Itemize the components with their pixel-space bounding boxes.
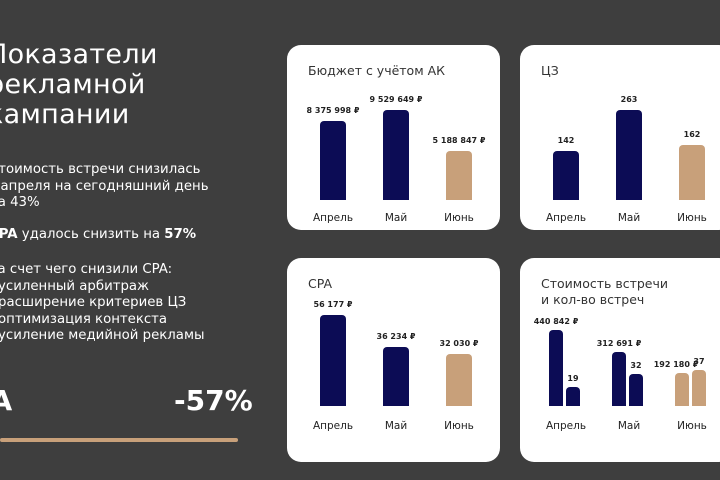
bar-Май (383, 347, 409, 406)
bar-Апрель (320, 120, 346, 200)
bar-Июнь (675, 372, 689, 406)
cpa-text: CPA удалось снизить на 57% (0, 227, 196, 244)
bar-Май (383, 110, 409, 200)
target-audience-card: ЦЗ 142 Апрель 263 Май 162 Июнь (520, 45, 720, 230)
month-label: Апрель (312, 212, 354, 224)
value-label: 192 180 ₽ (653, 359, 699, 369)
value-label: 56 177 ₽ (313, 300, 353, 309)
bar-Май (612, 352, 626, 406)
value-label: 440 842 ₽ (533, 317, 579, 326)
value-label: 5 188 847 ₽ (432, 135, 486, 145)
value-label: 8 375 998 ₽ (306, 105, 360, 115)
month-label: Июнь (444, 420, 474, 432)
meeting-cost-card: Стоимость встречи и кол-во встреч 440 842… (520, 258, 720, 462)
bar-Июнь (679, 144, 705, 200)
value-label: 9 529 649 ₽ (369, 95, 423, 104)
value-label: 32 (630, 361, 642, 371)
value-label: 37 (693, 356, 705, 366)
value-label: 263 (620, 95, 638, 104)
value-label: 36 234 ₽ (376, 332, 416, 342)
month-label: Июнь (677, 212, 707, 224)
month-label: Апрель (545, 420, 587, 432)
value-label: 32 030 ₽ (439, 339, 479, 349)
bar-Апрель (320, 315, 346, 406)
chart-title: CPA (308, 276, 333, 291)
cpa-mid: удалось снизить на (17, 227, 165, 242)
bar-Июнь (446, 150, 472, 200)
month-label: Май (617, 212, 641, 224)
value-label: 162 (683, 129, 701, 139)
slide-title: Показатели рекламной кампании (0, 39, 158, 130)
value-label: 19 (567, 374, 579, 384)
reasons-list: За счет чего снизили CPA: - усиленный ар… (0, 262, 205, 343)
month-label: Апрель (545, 212, 587, 224)
bar-Апрель (549, 330, 563, 406)
progress-bar (0, 438, 238, 442)
bar-Июнь (446, 354, 472, 406)
bar-Апрель (566, 387, 580, 406)
month-label: Май (617, 420, 641, 432)
bar-Июнь (692, 369, 706, 406)
month-label: Июнь (677, 420, 707, 432)
meeting-cost-text: Стоимость встречи снизилась с апреля на … (0, 162, 209, 210)
cpa-card: CPA 56 177 ₽ Апрель 36 234 ₽ Май 32 030 ₽ Июнь (287, 258, 500, 462)
bar-Апрель (553, 151, 579, 200)
bottom-value: -57% (174, 384, 253, 417)
budget-card: Бюджет с учётом АК 8 375 998 ₽ Апрель 9 529… (287, 45, 500, 230)
cpa-bold: CPA (0, 227, 18, 242)
cpa-percent: 57% (164, 227, 197, 242)
month-label: Май (384, 420, 408, 432)
value-label: 142 (557, 136, 575, 146)
chart-title: Стоимость встречи и кол-во встреч (541, 276, 669, 307)
value-label: 312 691 ₽ (596, 339, 642, 349)
month-label: Апрель (312, 420, 354, 432)
bottom-label: CPA (0, 384, 13, 417)
chart-title: Бюджет с учётом АК (308, 63, 446, 78)
chart-title: ЦЗ (541, 63, 559, 78)
bar-Май (629, 374, 643, 406)
bar-Май (616, 110, 642, 200)
month-label: Май (384, 212, 408, 224)
month-label: Июнь (444, 212, 474, 224)
